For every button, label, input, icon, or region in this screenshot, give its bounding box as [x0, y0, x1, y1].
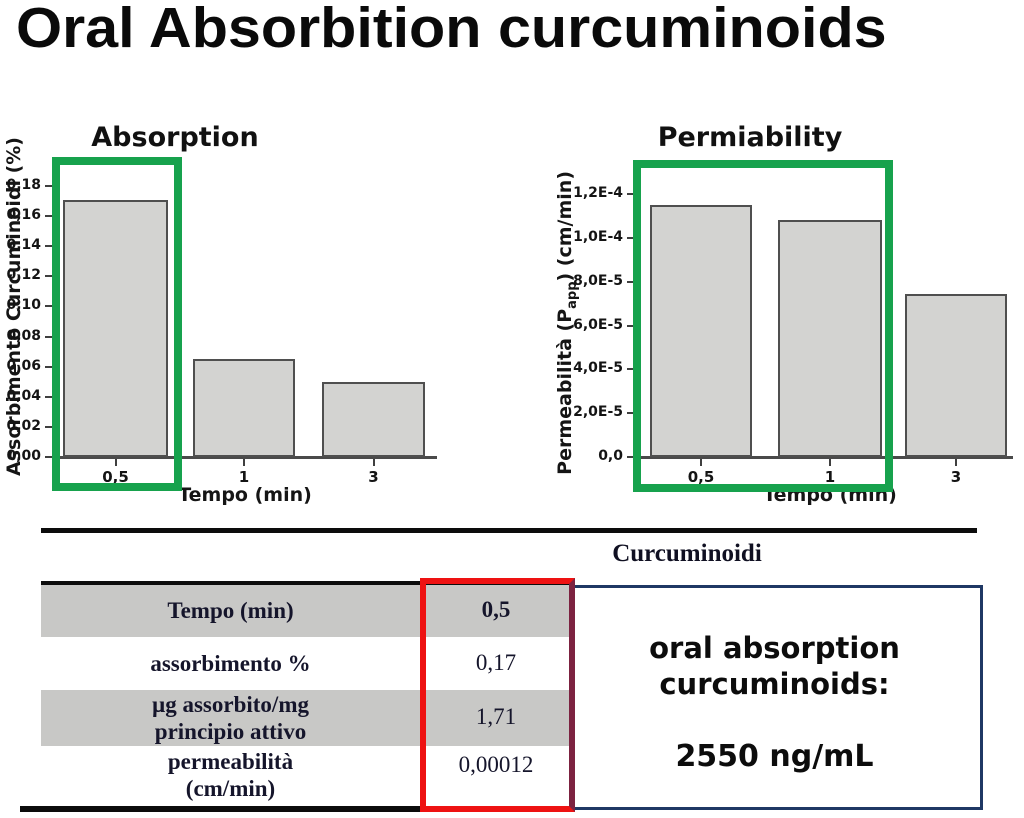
- table-row-value: 0,5: [481, 597, 511, 622]
- absorption-chart-title: Absorption: [91, 122, 259, 153]
- label-line-1: permeabilità: [167, 749, 294, 774]
- bar: [905, 294, 1007, 457]
- x-tick-label: 3: [950, 468, 962, 486]
- x-tick-mark: [372, 459, 375, 466]
- absorption-y-axis-label: Assorbimento Curcuminoidi (%): [3, 137, 25, 476]
- table-row-label: Tempo (min): [167, 598, 294, 623]
- table-row-value: 0,17: [475, 650, 517, 675]
- y-label-prefix: Permeabilità (P: [554, 308, 577, 475]
- y-label-subscript: app: [564, 281, 580, 309]
- y-label-suffix: ) (cm/min): [554, 170, 577, 282]
- label-line-1: µg assorbito/mg: [151, 692, 309, 717]
- bar: [193, 359, 295, 457]
- absorption-x-axis-title: Tempo (min): [178, 484, 312, 506]
- label-line-2: (cm/min): [185, 776, 276, 801]
- table-row-label: µg assorbito/mg principio attivo: [41, 691, 420, 745]
- table-top-rule: [41, 528, 977, 533]
- table-row-label: permeabilità (cm/min): [41, 748, 420, 802]
- summary-line-2: curcuminoids:: [659, 667, 890, 701]
- summary-line-1: oral absorption: [649, 631, 900, 665]
- page-title: Oral Absorbition curcuminoids: [16, 0, 887, 60]
- table-row-stripe: [41, 690, 572, 746]
- summary-value: 2550 ng/mL: [675, 739, 874, 774]
- x-tick-label: 3: [368, 468, 379, 486]
- table-row-value: 1,71: [475, 704, 517, 729]
- permeability-y-axis-label: Permeabilità (Papp) (cm/min): [554, 168, 580, 478]
- label-line-2: principio attivo: [154, 719, 307, 744]
- table-bottom-rule: [20, 806, 424, 812]
- highlight-box-permeability: [633, 160, 893, 492]
- table-row-label: assorbimento %: [150, 651, 311, 676]
- table-row-value: 0,00012: [458, 752, 534, 777]
- x-tick-mark: [243, 459, 245, 466]
- x-tick-mark: [955, 459, 957, 466]
- summary-cell: [572, 585, 983, 810]
- table-header: Curcuminoidi: [612, 540, 762, 567]
- highlight-box-absorption: [52, 157, 182, 491]
- table-header-rule: [41, 581, 572, 585]
- highlight-box-table-column: [420, 578, 575, 812]
- bar: [322, 382, 425, 457]
- permeability-chart-title: Permiability: [657, 122, 843, 153]
- table-row-stripe: [41, 585, 572, 637]
